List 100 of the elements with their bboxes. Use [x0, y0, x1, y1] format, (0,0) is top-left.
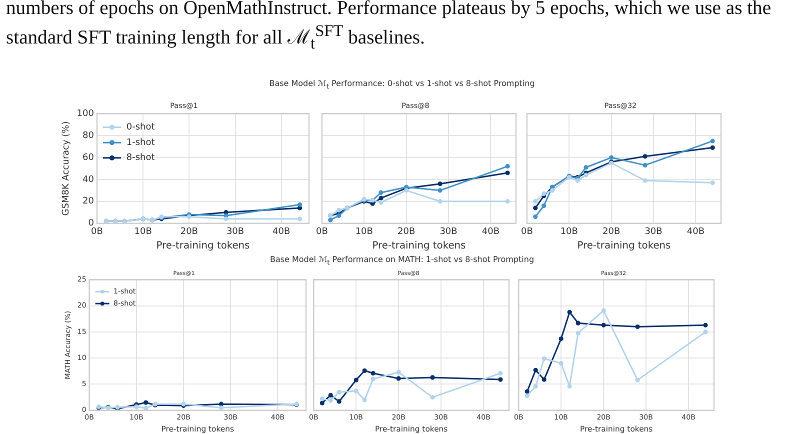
- point: [703, 322, 708, 328]
- point: [438, 182, 442, 186]
- point: [297, 202, 302, 207]
- point: [601, 308, 606, 313]
- y-tick-label: 0: [88, 218, 94, 229]
- point: [533, 368, 538, 372]
- point: [542, 377, 546, 382]
- point: [558, 336, 564, 342]
- point: [498, 370, 503, 376]
- x-tick-label: 40B: [686, 227, 705, 238]
- point: [576, 320, 580, 326]
- point: [430, 375, 435, 380]
- text: standard SFT training length for all ℳ$_{t}$$^{SFT}$ baselines.: [6, 21, 425, 54]
- point: [524, 393, 530, 398]
- point: [635, 324, 640, 330]
- text: numbers of epochs on OpenMathInstruct. Performance plateaus by 5 epochs, which we use as the: [6, 0, 772, 20]
- point: [378, 196, 384, 200]
- point: [567, 384, 572, 389]
- x-axis-title: Pre-training tokens: [372, 240, 466, 252]
- point: [354, 388, 358, 394]
- point: [567, 310, 572, 314]
- point: [378, 200, 384, 205]
- point: [378, 190, 384, 195]
- y-tick-label: 60: [82, 152, 94, 163]
- legend-label: 1-shot: [126, 138, 156, 148]
- text: Base Model ℳ$_{t}$ Performance: 0-shot vs 1-shot vs 8-shot Prompting: [269, 79, 535, 91]
- point: [224, 216, 228, 222]
- point: [710, 145, 715, 150]
- x-tick-label: 0B: [520, 227, 533, 238]
- point: [533, 206, 538, 210]
- x-tick-label: 20B: [602, 227, 620, 238]
- point: [533, 214, 538, 220]
- point: [396, 376, 401, 381]
- point: [370, 376, 376, 382]
- x-tick-label: 10B: [355, 227, 373, 238]
- point: [297, 216, 302, 222]
- point: [542, 203, 546, 208]
- text: Base Model ℳ$_{t}$ Performance on MATH: 1-shot vs 8-shot Prompting: [270, 255, 534, 267]
- x-tick-label: 30B: [226, 227, 244, 238]
- point: [584, 165, 588, 170]
- point: [550, 188, 555, 193]
- point: [320, 400, 324, 406]
- point: [328, 398, 333, 403]
- point: [362, 398, 367, 402]
- x-tick-label: 10B: [560, 227, 578, 238]
- point: [558, 361, 564, 366]
- point: [144, 406, 148, 410]
- point: [438, 188, 442, 193]
- x-tick-label: 30B: [440, 227, 458, 238]
- y-axis-title: GSM8K Accuracy (%): [62, 121, 72, 216]
- point: [642, 178, 648, 183]
- x-tick-label: 20B: [398, 227, 416, 238]
- x-axis-title: Pre-training tokens: [577, 240, 671, 252]
- x-tick-label: 40B: [272, 227, 290, 238]
- point: [542, 356, 546, 361]
- point: [642, 162, 648, 168]
- point: [370, 370, 376, 376]
- point: [710, 138, 715, 144]
- point: [438, 199, 442, 204]
- point: [404, 188, 409, 193]
- x-tick-label: 0B: [316, 227, 328, 238]
- point: [576, 330, 580, 336]
- point: [396, 370, 401, 375]
- point: [703, 330, 708, 334]
- x-tick-label: 30B: [644, 227, 662, 238]
- point: [362, 368, 367, 373]
- point: [336, 390, 342, 394]
- point: [430, 394, 435, 400]
- point: [642, 154, 648, 159]
- x-tick-label: 10B: [134, 227, 152, 238]
- point: [144, 400, 148, 405]
- legend-label: 8-shot: [126, 153, 156, 164]
- point: [505, 199, 510, 204]
- legend-label: 0-shot: [126, 122, 156, 133]
- y-tick-label: 40: [82, 174, 94, 185]
- x-tick-label: 40B: [482, 227, 500, 238]
- point: [505, 164, 510, 169]
- y-tick-label: 20: [82, 196, 94, 207]
- point: [336, 399, 342, 404]
- point: [354, 378, 358, 382]
- point: [533, 199, 538, 204]
- point: [609, 155, 614, 160]
- point: [320, 396, 324, 402]
- x-axis-title: Pre-training tokens: [156, 240, 250, 252]
- point: [542, 191, 546, 196]
- y-tick-label: 100: [76, 108, 94, 119]
- x-tick-label: 20B: [180, 227, 198, 238]
- point: [498, 377, 503, 382]
- point: [505, 170, 510, 176]
- point: [601, 322, 606, 328]
- x-tick-label: 0B: [91, 227, 103, 238]
- point: [328, 218, 333, 222]
- point: [710, 180, 715, 186]
- point: [635, 378, 640, 382]
- y-tick-label: 80: [82, 130, 94, 141]
- point: [336, 208, 342, 212]
- point: [218, 405, 224, 410]
- point: [533, 384, 538, 389]
- point: [524, 389, 530, 394]
- point: [328, 392, 333, 398]
